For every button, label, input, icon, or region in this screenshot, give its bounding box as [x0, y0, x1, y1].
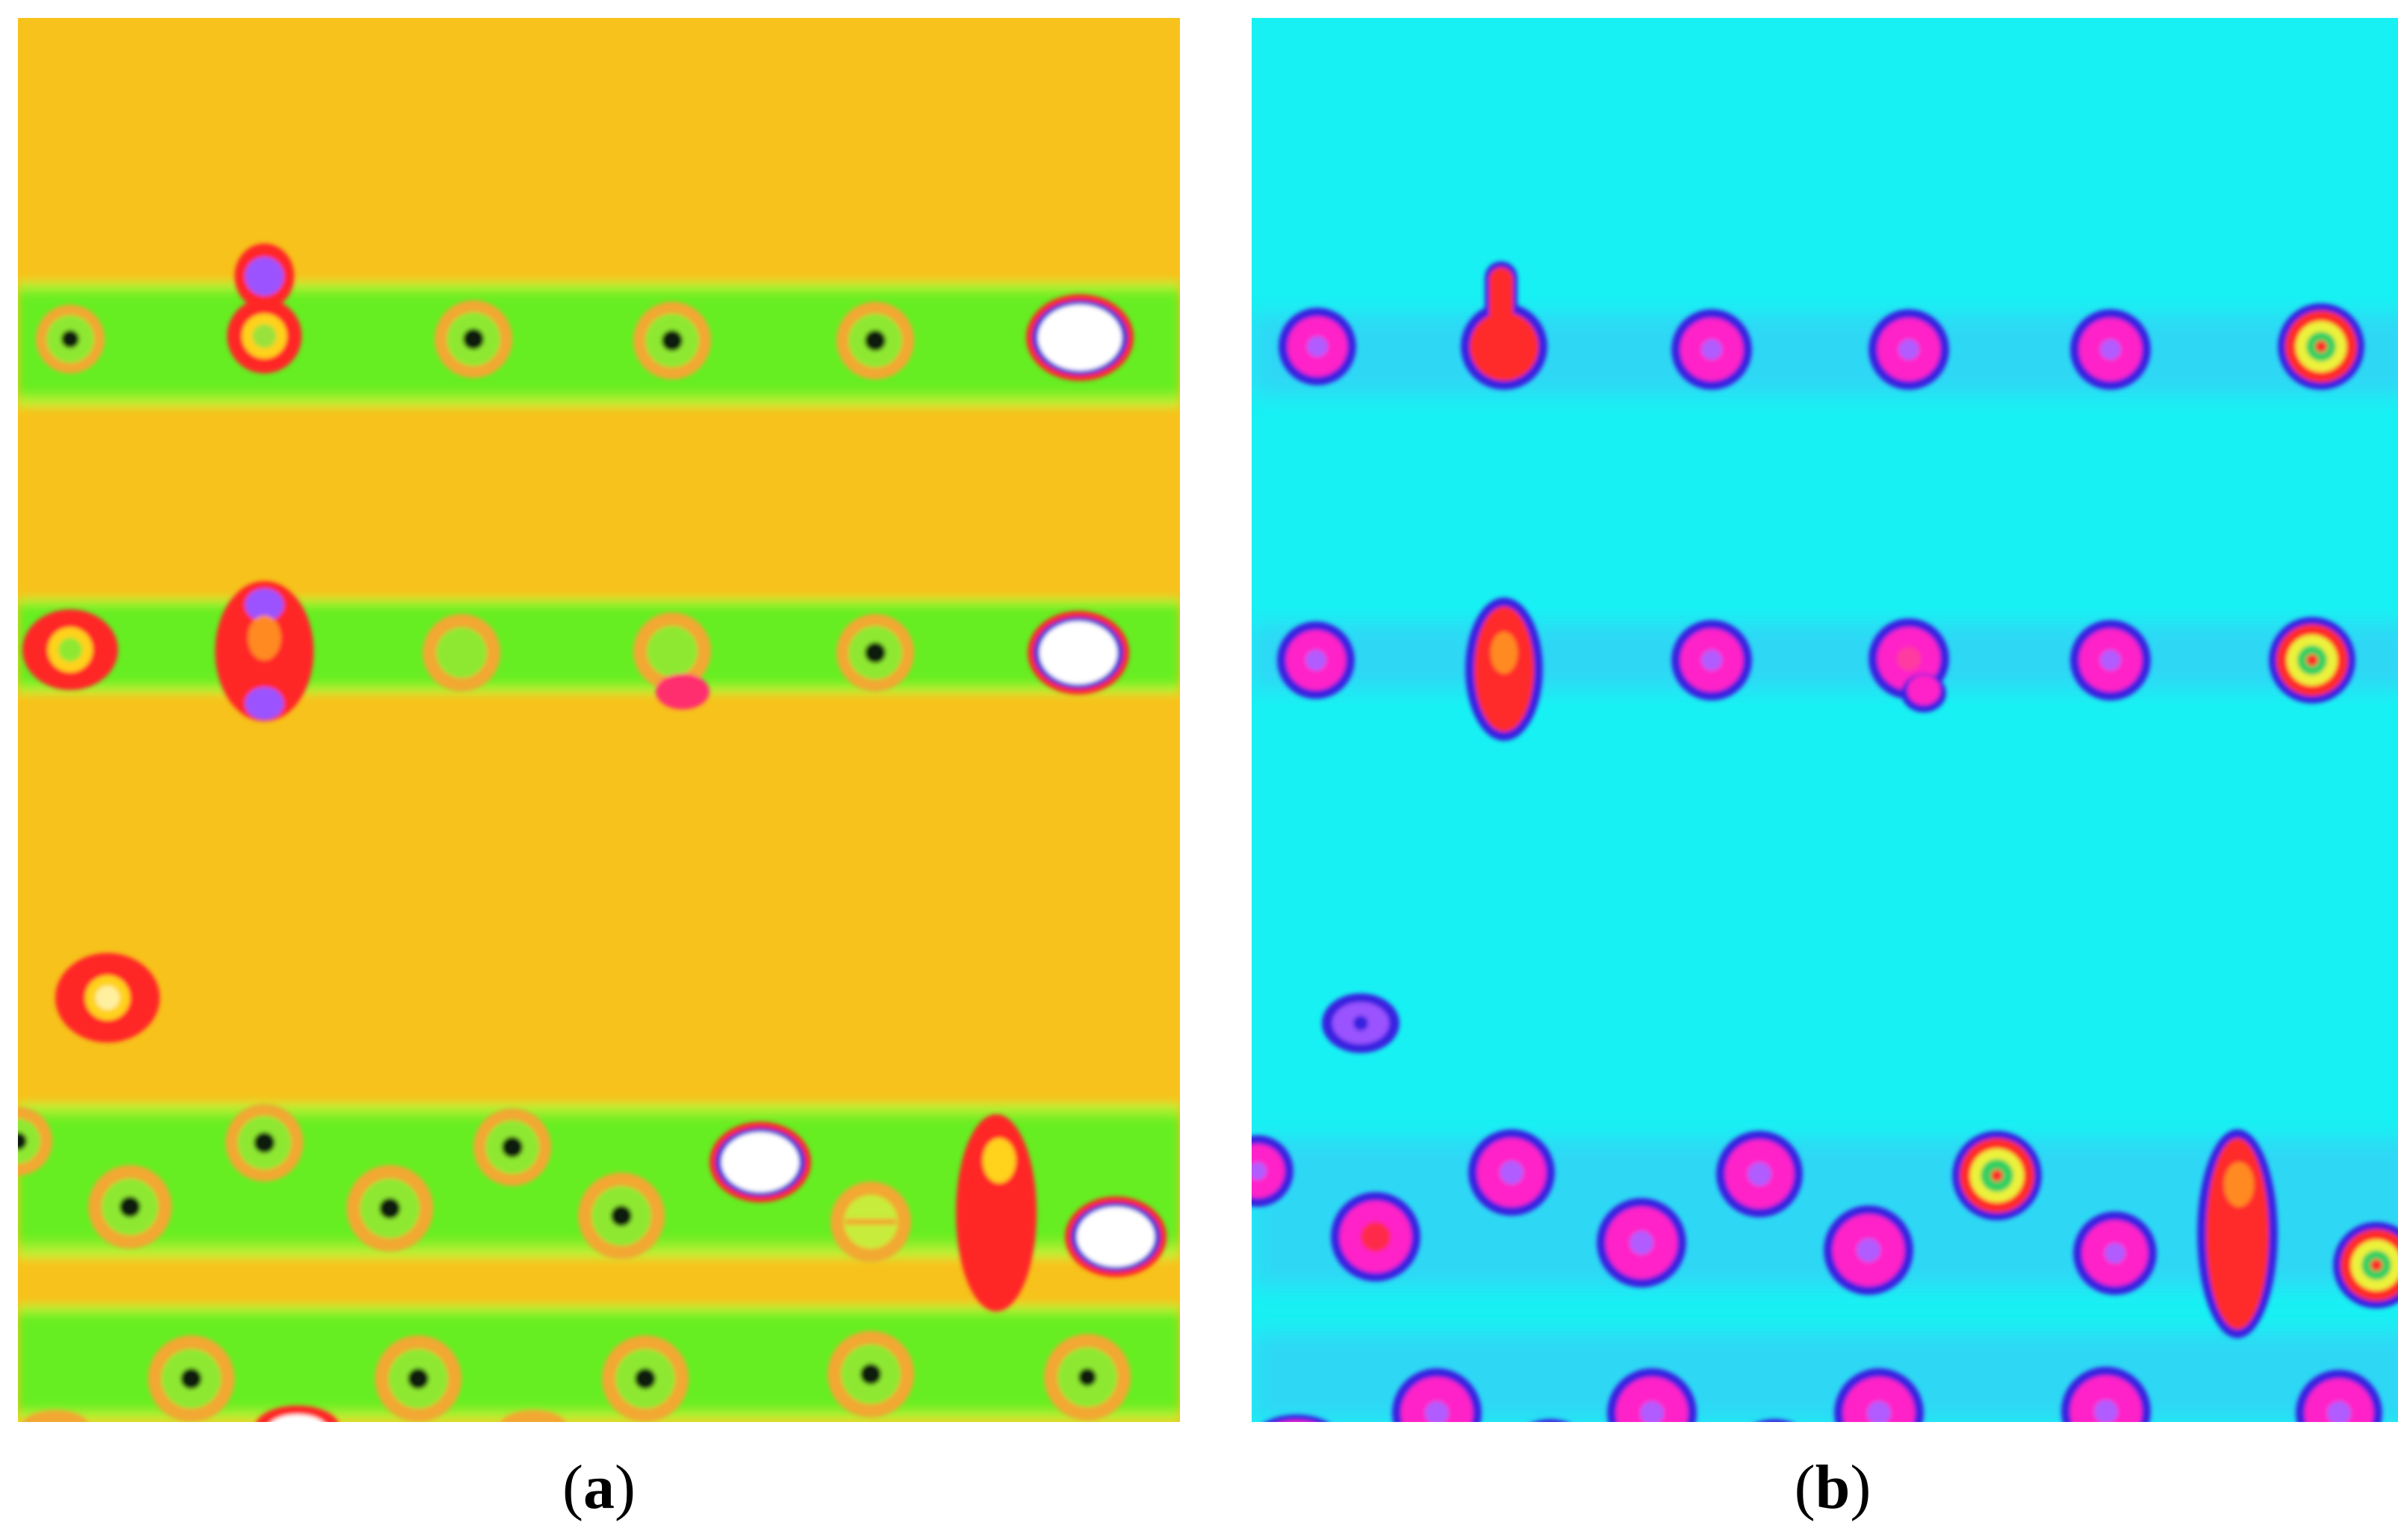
spots: [1252, 261, 2398, 1422]
spot: [500, 1410, 566, 1422]
spot: [2070, 309, 2151, 390]
spot-hottest: [709, 1122, 811, 1202]
spot: [1468, 1129, 1555, 1216]
spot: [1757, 1419, 1792, 1422]
caption-a: (a): [450, 1456, 748, 1519]
spot: [148, 1335, 234, 1422]
spot-hot: [227, 243, 302, 373]
spot: [827, 1331, 914, 1418]
spot: [2296, 1370, 2382, 1422]
spot-hottest: [1952, 1131, 2042, 1220]
spot: [1824, 1205, 1913, 1295]
spot: [1279, 308, 1356, 385]
spot: [836, 302, 914, 379]
thermal-image-a: [18, 18, 1180, 1422]
spot-hottest: [2269, 617, 2355, 704]
spot: [1597, 1198, 1686, 1288]
spot: [2070, 620, 2151, 701]
spot: [18, 1107, 52, 1176]
spot: [1265, 1415, 1328, 1422]
spot-hot: [1461, 261, 1547, 390]
spot: [2073, 1211, 2157, 1295]
spot-hot: [215, 581, 314, 721]
spot-hottest: [1026, 294, 1134, 381]
spot: [226, 1104, 303, 1182]
thermal-image-b: [1252, 18, 2398, 1422]
spot-warm: [830, 1182, 911, 1262]
spot: [473, 1108, 551, 1186]
spot: [633, 302, 711, 379]
caption-close: ): [615, 1453, 636, 1522]
spot: [1607, 1368, 1697, 1422]
caption-b: (b): [1683, 1456, 1982, 1519]
spot: [1671, 309, 1752, 390]
spot: [1392, 1368, 1482, 1422]
spots: [18, 243, 1167, 1422]
spot-warm: [55, 953, 160, 1043]
spot: [602, 1335, 689, 1422]
caption-close: ): [1850, 1453, 1872, 1522]
spot: [1533, 1419, 1568, 1422]
spot: [423, 614, 500, 692]
band-2: [1252, 623, 2398, 690]
spot: [1716, 1131, 1803, 1217]
spot: [36, 305, 105, 373]
spot: [88, 1165, 172, 1249]
band-2: [18, 597, 1180, 695]
spot-hot: [1465, 597, 1543, 741]
spot: [1869, 309, 1949, 390]
spot: [1044, 1334, 1131, 1421]
spot-faint: [1322, 993, 1400, 1053]
thermal-image-b-graphic: [1252, 18, 2398, 1422]
spot-hottest: [2278, 303, 2364, 390]
spot: [435, 300, 512, 378]
spot: [1252, 1135, 1293, 1207]
caption-open: (: [562, 1453, 583, 1522]
band-1: [1252, 314, 2398, 396]
spot: [1331, 1192, 1420, 1282]
spot: [836, 614, 914, 692]
spot: [1671, 620, 1752, 701]
spot-hot: [956, 1114, 1037, 1311]
spot: [375, 1335, 462, 1422]
spot: [1834, 1368, 1924, 1422]
spot-hottest: [1065, 1196, 1167, 1277]
spot: [578, 1173, 665, 1259]
caption-letter: b: [1815, 1453, 1851, 1522]
spot-hottest: [2333, 1222, 2398, 1308]
band-1: [18, 281, 1180, 408]
spot-warm: [22, 609, 118, 690]
caption-open: (: [1794, 1453, 1815, 1522]
spot: [347, 1165, 433, 1252]
spot: [1277, 621, 1355, 699]
spot-warm: [1869, 618, 1949, 712]
spot-hottest: [1028, 611, 1129, 695]
thermal-image-a-graphic: [18, 18, 1180, 1422]
spot: [22, 1410, 88, 1422]
spot-hottest: [256, 1406, 338, 1422]
caption-letter: a: [583, 1453, 615, 1522]
spot: [2061, 1367, 2151, 1422]
spot-warm: [633, 612, 711, 710]
spot-hot: [2197, 1129, 2278, 1338]
